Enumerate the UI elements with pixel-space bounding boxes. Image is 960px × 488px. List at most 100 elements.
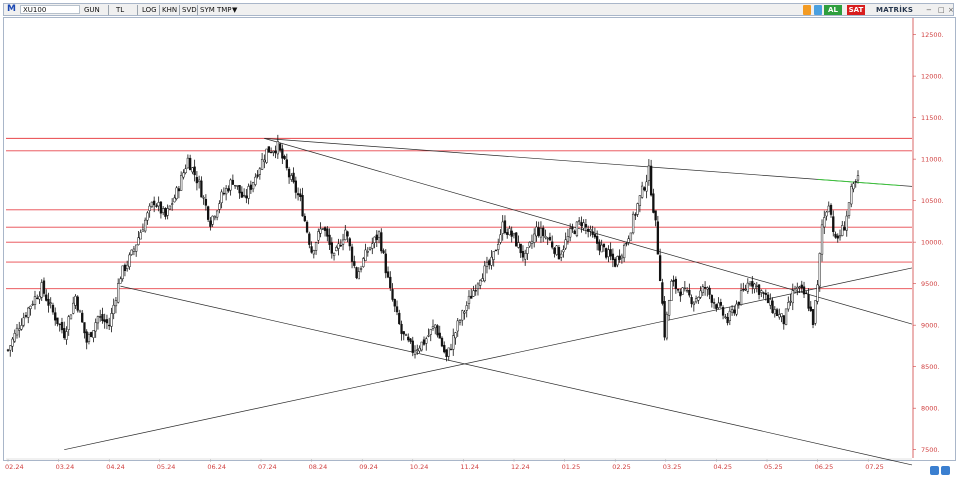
- candle-body: [40, 282, 43, 298]
- candle-body: [834, 233, 837, 238]
- candle-body: [836, 235, 839, 239]
- candle-body: [371, 243, 374, 249]
- candle-body: [67, 316, 70, 330]
- symbol-input[interactable]: XU100: [20, 5, 80, 14]
- candle-body: [613, 258, 617, 267]
- candle-body: [108, 324, 111, 327]
- candle-body: [186, 157, 190, 169]
- candle-body: [231, 179, 235, 185]
- candle-body: [260, 158, 264, 170]
- candle-body: [578, 220, 581, 222]
- candle-body: [310, 246, 313, 253]
- candle-body: [823, 217, 826, 228]
- candle-body: [303, 215, 306, 222]
- candle-body: [335, 247, 338, 252]
- candle-body: [715, 304, 718, 309]
- maximize-icon[interactable]: □: [938, 6, 945, 14]
- candle-body: [746, 282, 749, 292]
- candle-body: [692, 302, 695, 306]
- candle-body: [530, 240, 534, 244]
- x-tick-label: 08.24: [309, 463, 328, 471]
- candle-body: [281, 148, 284, 159]
- candle-body: [175, 187, 178, 199]
- candle-body: [328, 234, 331, 245]
- candle-body: [60, 322, 64, 331]
- candle-body: [389, 276, 392, 289]
- candle-body: [726, 317, 729, 324]
- sym-tmp-button[interactable]: SYM TMP: [200, 6, 232, 14]
- chevron-down-icon[interactable]: ▼: [232, 6, 238, 14]
- candle-body: [757, 284, 761, 295]
- log-scale-button[interactable]: LOG: [142, 6, 157, 14]
- candle-body: [474, 290, 477, 292]
- candle-body: [571, 227, 574, 230]
- candle-body: [395, 306, 399, 313]
- y-tick-label: 9500.: [921, 280, 940, 288]
- close-icon[interactable]: ×: [948, 6, 954, 14]
- candle-body: [706, 287, 709, 290]
- candle-body: [512, 233, 516, 236]
- app-logo: M: [7, 4, 16, 14]
- candle-body: [708, 287, 711, 295]
- info-icon[interactable]: [814, 5, 822, 15]
- alarm-icon[interactable]: [803, 5, 811, 15]
- candle-body: [249, 184, 253, 190]
- candle-body: [6, 349, 10, 351]
- candle-body: [195, 177, 199, 184]
- candle-body: [762, 292, 765, 294]
- candle-body: [748, 283, 752, 286]
- trend-line: [264, 138, 913, 187]
- candle-body: [283, 156, 286, 159]
- currency-button[interactable]: TL: [116, 6, 125, 14]
- candle-body: [368, 247, 372, 250]
- candle-body: [438, 332, 441, 339]
- scroll-right-icon[interactable]: [941, 466, 950, 475]
- candle-body: [220, 191, 223, 204]
- candle-body: [139, 232, 142, 240]
- candle-body: [773, 309, 776, 315]
- candle-body: [467, 295, 471, 304]
- svd-button[interactable]: SVD: [182, 6, 197, 14]
- candle-body: [287, 168, 291, 178]
- zoom-icon[interactable]: [930, 466, 939, 475]
- candle-body: [503, 220, 507, 234]
- candle-body: [690, 297, 693, 304]
- sell-button[interactable]: SAT: [847, 5, 865, 15]
- candle-body: [616, 256, 619, 266]
- candle-body: [123, 264, 127, 271]
- candle-body: [254, 176, 257, 185]
- candle-body: [697, 296, 700, 301]
- x-tick-label: 10.24: [410, 463, 429, 471]
- candle-body: [517, 242, 520, 248]
- candle-body: [584, 224, 588, 228]
- candle-body: [782, 315, 785, 325]
- buy-button[interactable]: AL: [824, 5, 842, 15]
- x-tick-label: 03.25: [663, 463, 682, 471]
- candle-body: [544, 236, 547, 238]
- period-button[interactable]: GUN: [84, 6, 100, 14]
- candle-body: [290, 175, 293, 180]
- y-tick-label: 10500.: [921, 197, 944, 205]
- candle-body: [681, 287, 684, 295]
- y-tick-label: 10000.: [921, 239, 944, 247]
- candle-body: [407, 336, 410, 341]
- y-tick-label: 9000.: [921, 322, 940, 330]
- candle-body: [683, 287, 687, 290]
- candle-body: [101, 314, 104, 321]
- x-tick-label: 06.25: [815, 463, 834, 471]
- x-tick-label: 06.24: [207, 463, 226, 471]
- candle-body: [78, 310, 82, 313]
- candle-body: [373, 236, 376, 243]
- candle-body: [796, 286, 799, 289]
- candle-body: [852, 183, 855, 190]
- khn-button[interactable]: KHN: [162, 6, 178, 14]
- y-tick-label: 12500.: [921, 31, 944, 39]
- x-tick-label: 02.24: [5, 463, 24, 471]
- candle-body: [119, 278, 122, 284]
- candle-body: [422, 339, 426, 345]
- x-tick-label: 07.25: [865, 463, 884, 471]
- candle-body: [805, 292, 808, 294]
- candle-body: [661, 282, 664, 304]
- minimize-icon[interactable]: −: [926, 6, 932, 14]
